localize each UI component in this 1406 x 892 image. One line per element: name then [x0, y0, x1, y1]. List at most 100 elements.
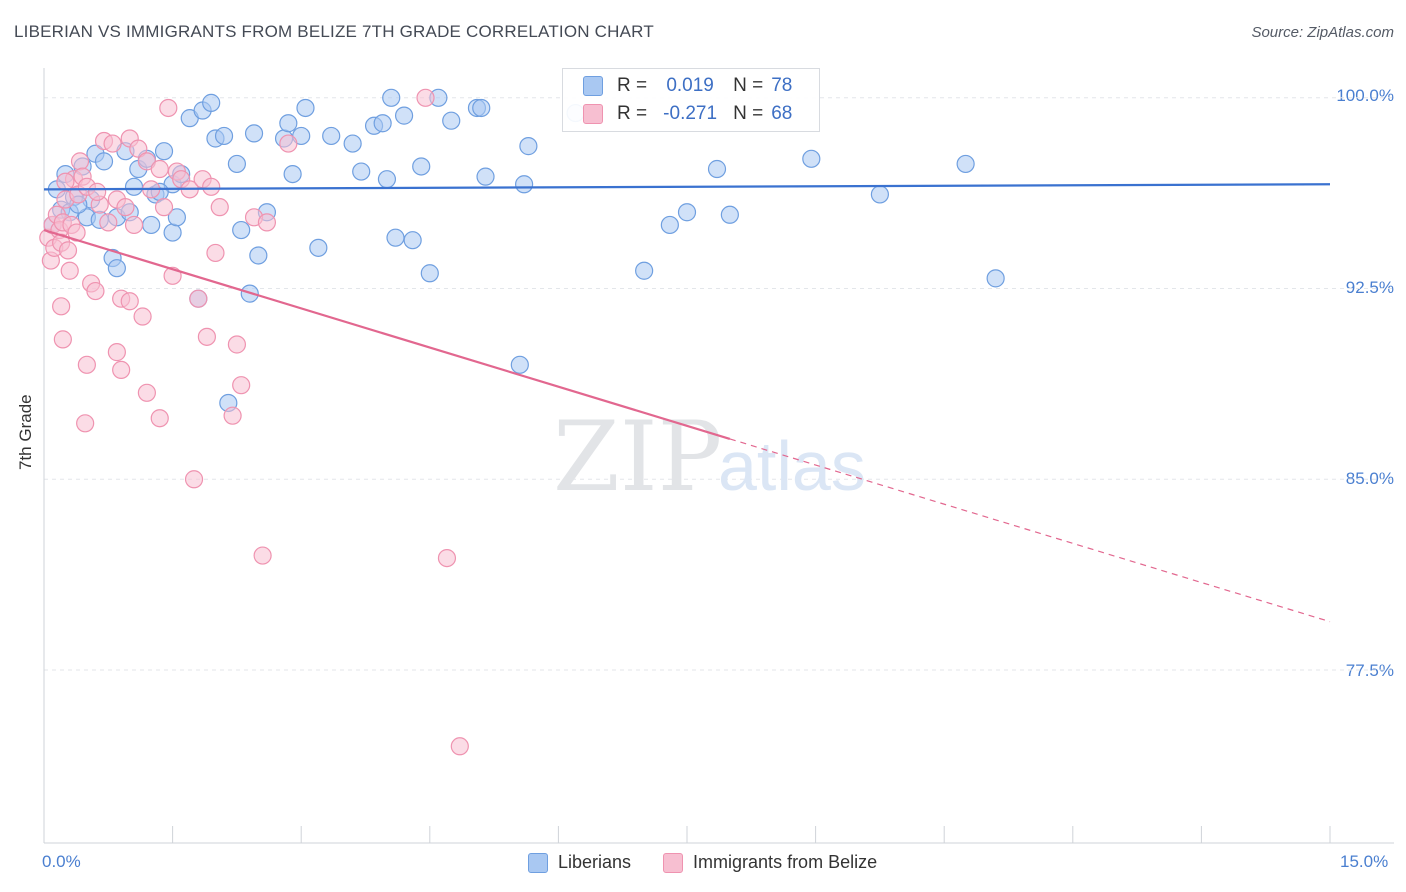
belize-point: [202, 177, 221, 196]
liberian-point: [635, 261, 654, 280]
belize-point: [52, 297, 71, 316]
belize-point: [232, 376, 251, 395]
liberian-point: [227, 154, 246, 174]
belize-point: [70, 152, 90, 171]
y-tick-label-77-5: 77.5%: [1345, 661, 1394, 680]
liberian-point: [519, 137, 538, 156]
liberian-point: [394, 106, 414, 125]
belize-point: [150, 159, 169, 179]
legend-r-label: R =: [617, 103, 648, 124]
belize-point: [129, 139, 148, 158]
belize-trend-line: [43, 228, 731, 440]
liberian-point: [420, 264, 439, 283]
watermark: ZIP atlas: [553, 401, 866, 513]
legend-swatch-belize: [663, 852, 684, 873]
liberian-point: [986, 269, 1005, 288]
series-legend: Liberians Immigrants from Belize: [528, 852, 877, 873]
belize-point: [58, 241, 78, 260]
axes: [43, 68, 1394, 844]
belize-point: [223, 406, 242, 425]
liberian-point: [154, 142, 174, 161]
liberian-point: [202, 93, 221, 112]
legend-swatch-liberians: [528, 852, 548, 873]
belize-point: [279, 134, 298, 153]
belize-point: [210, 198, 229, 217]
liberian-point: [510, 355, 529, 374]
liberian-point: [870, 185, 890, 204]
belize-point: [53, 330, 72, 349]
watermark-zip: ZIP: [553, 401, 722, 513]
belize-point: [124, 215, 144, 235]
liberian-point: [142, 215, 161, 235]
belize-point: [120, 292, 139, 311]
liberian-point: [660, 215, 679, 235]
belize-point: [159, 98, 178, 118]
liberian-point: [322, 126, 341, 146]
liberian-point: [386, 228, 405, 247]
belize-point: [184, 470, 204, 489]
liberian-point: [373, 114, 392, 133]
liberian-point: [720, 205, 739, 224]
belize-point: [154, 198, 174, 217]
liberian-point: [279, 114, 298, 133]
belize-point: [77, 355, 96, 374]
belize-point: [450, 737, 469, 756]
liberian-point: [707, 159, 727, 179]
legend-row-liberians: R = 0.019 N = 78: [583, 74, 792, 98]
belize-point: [227, 335, 246, 354]
belize-point: [189, 289, 208, 308]
belize-point: [197, 327, 216, 346]
legend-n-value: 78: [771, 75, 793, 96]
liberian-point: [296, 98, 315, 118]
liberian-point: [249, 246, 268, 265]
liberian-point: [163, 223, 182, 242]
legend-r-label: R =: [617, 75, 648, 96]
liberian-point: [244, 124, 264, 143]
belize-point: [99, 213, 118, 232]
belize-point: [56, 172, 75, 191]
liberian-point: [956, 154, 975, 174]
liberian-point: [214, 126, 234, 146]
stats-legend: R = 0.019 N = 78 R = -0.271 N = 68: [562, 68, 820, 132]
liberian-trend-line: [43, 183, 1331, 191]
liberian-point: [167, 208, 186, 227]
liberian-point: [403, 231, 422, 250]
belize-point: [112, 360, 131, 380]
belize-point: [253, 546, 272, 565]
x-axis-ticks: [43, 826, 1331, 843]
legend-n-label: N =: [733, 75, 764, 96]
belize-point: [206, 243, 225, 263]
liberian-point: [476, 167, 495, 186]
liberian-point: [352, 162, 371, 181]
belize-point: [60, 261, 79, 280]
liberian-point: [377, 170, 397, 189]
liberian-point: [94, 152, 114, 171]
legend-label-belize: Immigrants from Belize: [693, 852, 878, 872]
belize-point: [437, 548, 457, 568]
legend-r-value: -0.271: [663, 103, 718, 124]
liberian-point: [442, 111, 461, 130]
legend-n-label: N =: [733, 103, 764, 124]
legend-swatch-pink: [583, 104, 603, 124]
chart-title: LIBERIAN VS IMMIGRANTS FROM BELIZE 7TH G…: [14, 22, 654, 41]
y-tick-label-92-5: 92.5%: [1345, 278, 1394, 297]
legend-r-value: 0.019: [666, 75, 714, 96]
source-label: Source: ZipAtlas.com: [1251, 24, 1394, 41]
x-tick-label-15: 15.0%: [1340, 852, 1389, 871]
trend-lines: [43, 183, 1331, 623]
belize-trend-line-dashed: [729, 438, 1331, 623]
legend-label-liberians: Liberians: [558, 852, 632, 872]
liberian-point: [412, 157, 431, 176]
liberian-point: [802, 149, 821, 168]
belize-point: [416, 88, 435, 107]
belize-point: [76, 414, 95, 433]
liberian-point: [472, 98, 491, 118]
watermark-atlas: atlas: [718, 427, 866, 505]
liberian-point: [515, 175, 534, 194]
data-points: [39, 88, 1005, 756]
legend-row-belize: R = -0.271 N = 68: [583, 102, 792, 126]
liberian-point: [232, 220, 251, 240]
belize-point: [88, 182, 107, 201]
belize-point: [133, 307, 152, 326]
